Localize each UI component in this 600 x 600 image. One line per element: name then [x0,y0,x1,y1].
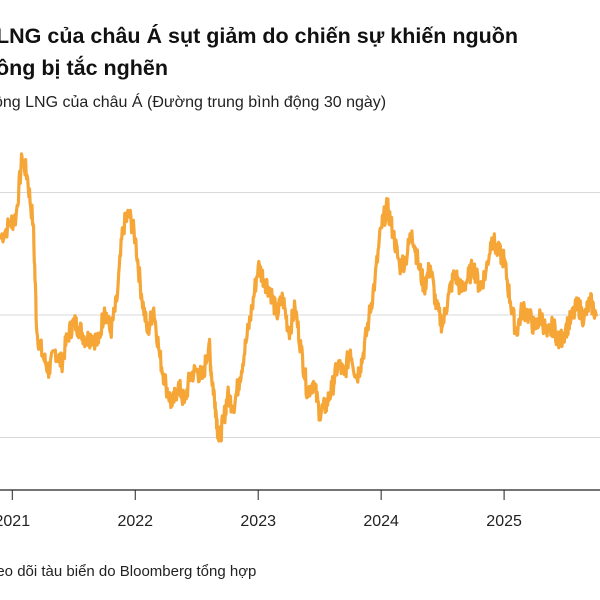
chart-subtitle: ồng LNG của châu Á (Đường trung bình độn… [0,94,387,111]
x-tick-label-2024: 2024 [363,513,399,530]
x-tick-label-2021: 2021 [0,513,30,530]
series-layer [0,152,598,443]
x-tick-label-2025: 2025 [486,513,522,530]
x-axis: 2021 2022 2023 2024 2025 [0,489,600,530]
series-line-0 [0,152,598,443]
x-tick-label-2022: 2022 [117,513,153,530]
gridlines [0,192,600,438]
source-note: heo dõi tàu biển do Bloomberg tổng hợp [0,563,257,580]
x-tick-label-2023: 2023 [240,513,276,530]
chart-title: LNG của châu Á sụt giảm do chiến sự khiế… [0,24,519,80]
